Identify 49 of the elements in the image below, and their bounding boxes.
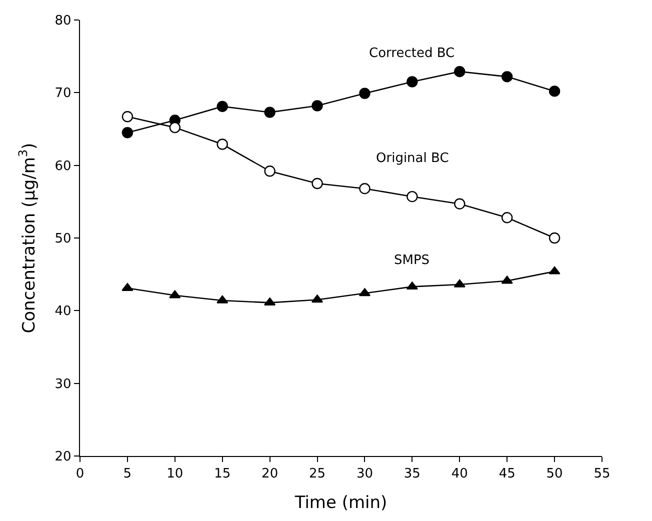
- point: [264, 298, 276, 306]
- point: [359, 182, 370, 194]
- x-tick-label: 30: [356, 466, 374, 482]
- point: [454, 198, 466, 210]
- point: [216, 138, 228, 150]
- point: [359, 88, 370, 99]
- point: [501, 71, 513, 82]
- point: [312, 100, 323, 112]
- x-tick-label: 10: [166, 466, 184, 482]
- point: [169, 290, 181, 298]
- series-label: SMPS: [394, 253, 430, 268]
- point: [406, 282, 418, 290]
- x-tick-label: 25: [308, 466, 326, 482]
- point: [122, 111, 134, 122]
- y-tick-label: 20: [54, 450, 72, 465]
- x-tick-label: 45: [498, 466, 516, 482]
- point: [216, 100, 228, 112]
- point: [264, 166, 276, 177]
- point: [406, 190, 418, 202]
- point: [501, 212, 513, 224]
- x-tick-label: 55: [594, 466, 610, 482]
- point: [548, 86, 560, 97]
- x-tick-label: 0: [76, 466, 84, 482]
- x-tick-label: 5: [123, 466, 132, 482]
- x-tick-label: 15: [214, 466, 231, 482]
- y-tick-label: 60: [54, 158, 72, 174]
- x-tick-label: 20: [262, 466, 278, 482]
- point: [312, 178, 323, 190]
- series-label: Original BC: [376, 151, 449, 166]
- point: [548, 266, 560, 274]
- y-tick-label: 50: [54, 232, 72, 247]
- y-tick-label: 80: [54, 14, 72, 29]
- point: [548, 232, 560, 244]
- y-tick-label: 70: [54, 86, 72, 102]
- x-tick-label: 50: [546, 466, 563, 482]
- point: [501, 276, 513, 284]
- x-axis-title: Time (min): [294, 493, 388, 514]
- point: [169, 122, 181, 134]
- point: [216, 295, 228, 304]
- point: [454, 279, 466, 288]
- y-tick-label: 40: [54, 304, 72, 320]
- point: [406, 76, 418, 88]
- point: [264, 106, 276, 118]
- x-tick-label: 40: [451, 466, 468, 482]
- y-tick-label: 30: [54, 376, 72, 392]
- point: [122, 127, 134, 138]
- series-label: Corrected BC: [369, 46, 455, 61]
- point: [454, 66, 466, 78]
- x-tick-label: 35: [404, 466, 420, 482]
